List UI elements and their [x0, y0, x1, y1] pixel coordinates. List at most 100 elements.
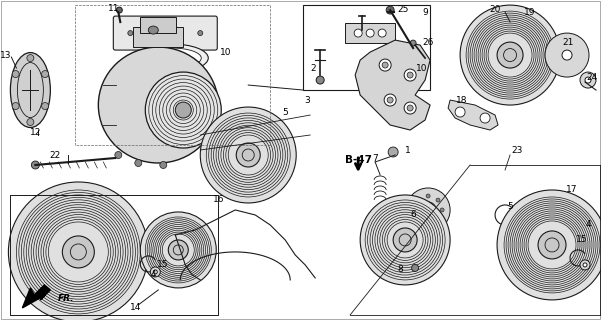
- Circle shape: [580, 72, 596, 88]
- Circle shape: [31, 161, 40, 169]
- Text: 8: 8: [397, 265, 403, 275]
- Text: 22: 22: [50, 150, 61, 159]
- Circle shape: [160, 162, 167, 169]
- Text: 2: 2: [310, 64, 316, 73]
- Circle shape: [416, 198, 420, 202]
- Circle shape: [117, 7, 123, 13]
- Text: 18: 18: [456, 96, 468, 105]
- Circle shape: [236, 143, 260, 167]
- Circle shape: [153, 31, 158, 36]
- Circle shape: [115, 151, 122, 158]
- Text: 10: 10: [219, 48, 231, 57]
- Bar: [303, 5, 430, 90]
- Text: 17: 17: [566, 186, 578, 195]
- Text: 10: 10: [416, 64, 428, 73]
- Text: 11: 11: [108, 4, 119, 12]
- Text: 5: 5: [282, 108, 288, 116]
- Circle shape: [145, 72, 221, 148]
- Text: 9: 9: [423, 8, 428, 17]
- Circle shape: [8, 182, 148, 320]
- Circle shape: [379, 59, 391, 71]
- Circle shape: [200, 107, 296, 203]
- Circle shape: [140, 212, 216, 288]
- Circle shape: [175, 102, 191, 118]
- Bar: [133, 27, 183, 47]
- Circle shape: [386, 6, 394, 14]
- Circle shape: [580, 260, 590, 270]
- Ellipse shape: [148, 26, 158, 34]
- Circle shape: [460, 5, 560, 105]
- Circle shape: [168, 240, 188, 260]
- Circle shape: [382, 62, 388, 68]
- Circle shape: [366, 29, 374, 37]
- Circle shape: [420, 202, 436, 218]
- Text: 12: 12: [29, 127, 41, 137]
- FancyBboxPatch shape: [114, 16, 217, 50]
- Circle shape: [480, 113, 490, 123]
- Circle shape: [585, 77, 591, 83]
- Circle shape: [410, 40, 416, 46]
- Circle shape: [416, 218, 420, 222]
- Polygon shape: [448, 100, 498, 130]
- Circle shape: [384, 94, 396, 106]
- Circle shape: [178, 31, 183, 36]
- Circle shape: [198, 31, 203, 36]
- Circle shape: [407, 105, 413, 111]
- Circle shape: [63, 236, 94, 268]
- Text: 13: 13: [0, 51, 11, 60]
- Circle shape: [455, 107, 465, 117]
- Text: 15: 15: [156, 260, 168, 269]
- Text: 6: 6: [410, 211, 416, 220]
- Circle shape: [562, 50, 572, 60]
- Circle shape: [12, 70, 19, 77]
- Circle shape: [387, 97, 393, 103]
- Circle shape: [426, 222, 430, 226]
- Text: 16: 16: [213, 196, 224, 204]
- Circle shape: [412, 264, 419, 271]
- Circle shape: [41, 102, 49, 109]
- Text: 14: 14: [130, 303, 141, 312]
- Circle shape: [545, 33, 589, 77]
- Circle shape: [404, 102, 416, 114]
- Circle shape: [12, 102, 19, 109]
- Circle shape: [412, 208, 416, 212]
- Circle shape: [316, 76, 324, 84]
- Ellipse shape: [143, 48, 201, 68]
- Text: 1: 1: [405, 146, 411, 155]
- Polygon shape: [355, 40, 430, 130]
- Ellipse shape: [10, 52, 50, 128]
- Circle shape: [407, 72, 413, 78]
- Circle shape: [436, 198, 440, 202]
- Ellipse shape: [99, 47, 218, 163]
- Circle shape: [393, 228, 417, 252]
- Circle shape: [354, 29, 362, 37]
- Bar: [140, 17, 176, 33]
- Circle shape: [378, 29, 386, 37]
- Text: 4: 4: [150, 270, 156, 279]
- Text: 24: 24: [587, 73, 597, 82]
- Circle shape: [538, 231, 566, 259]
- Polygon shape: [22, 285, 50, 308]
- Text: 23: 23: [511, 146, 523, 155]
- Circle shape: [41, 70, 49, 77]
- Text: 3: 3: [304, 96, 310, 105]
- Circle shape: [150, 267, 160, 277]
- Circle shape: [426, 194, 430, 198]
- Text: 21: 21: [563, 37, 574, 47]
- Text: 19: 19: [524, 8, 536, 17]
- Circle shape: [153, 270, 157, 274]
- Circle shape: [135, 159, 142, 166]
- Circle shape: [497, 42, 523, 68]
- Text: 7: 7: [372, 154, 378, 163]
- Circle shape: [388, 147, 398, 157]
- Circle shape: [128, 31, 133, 36]
- Text: 15: 15: [576, 236, 588, 244]
- Text: 20: 20: [489, 4, 501, 13]
- Circle shape: [440, 208, 444, 212]
- Circle shape: [497, 190, 601, 300]
- Text: 4: 4: [585, 220, 591, 229]
- Circle shape: [583, 263, 587, 267]
- Text: 25: 25: [397, 4, 409, 13]
- Circle shape: [27, 55, 34, 61]
- Bar: [345, 23, 395, 43]
